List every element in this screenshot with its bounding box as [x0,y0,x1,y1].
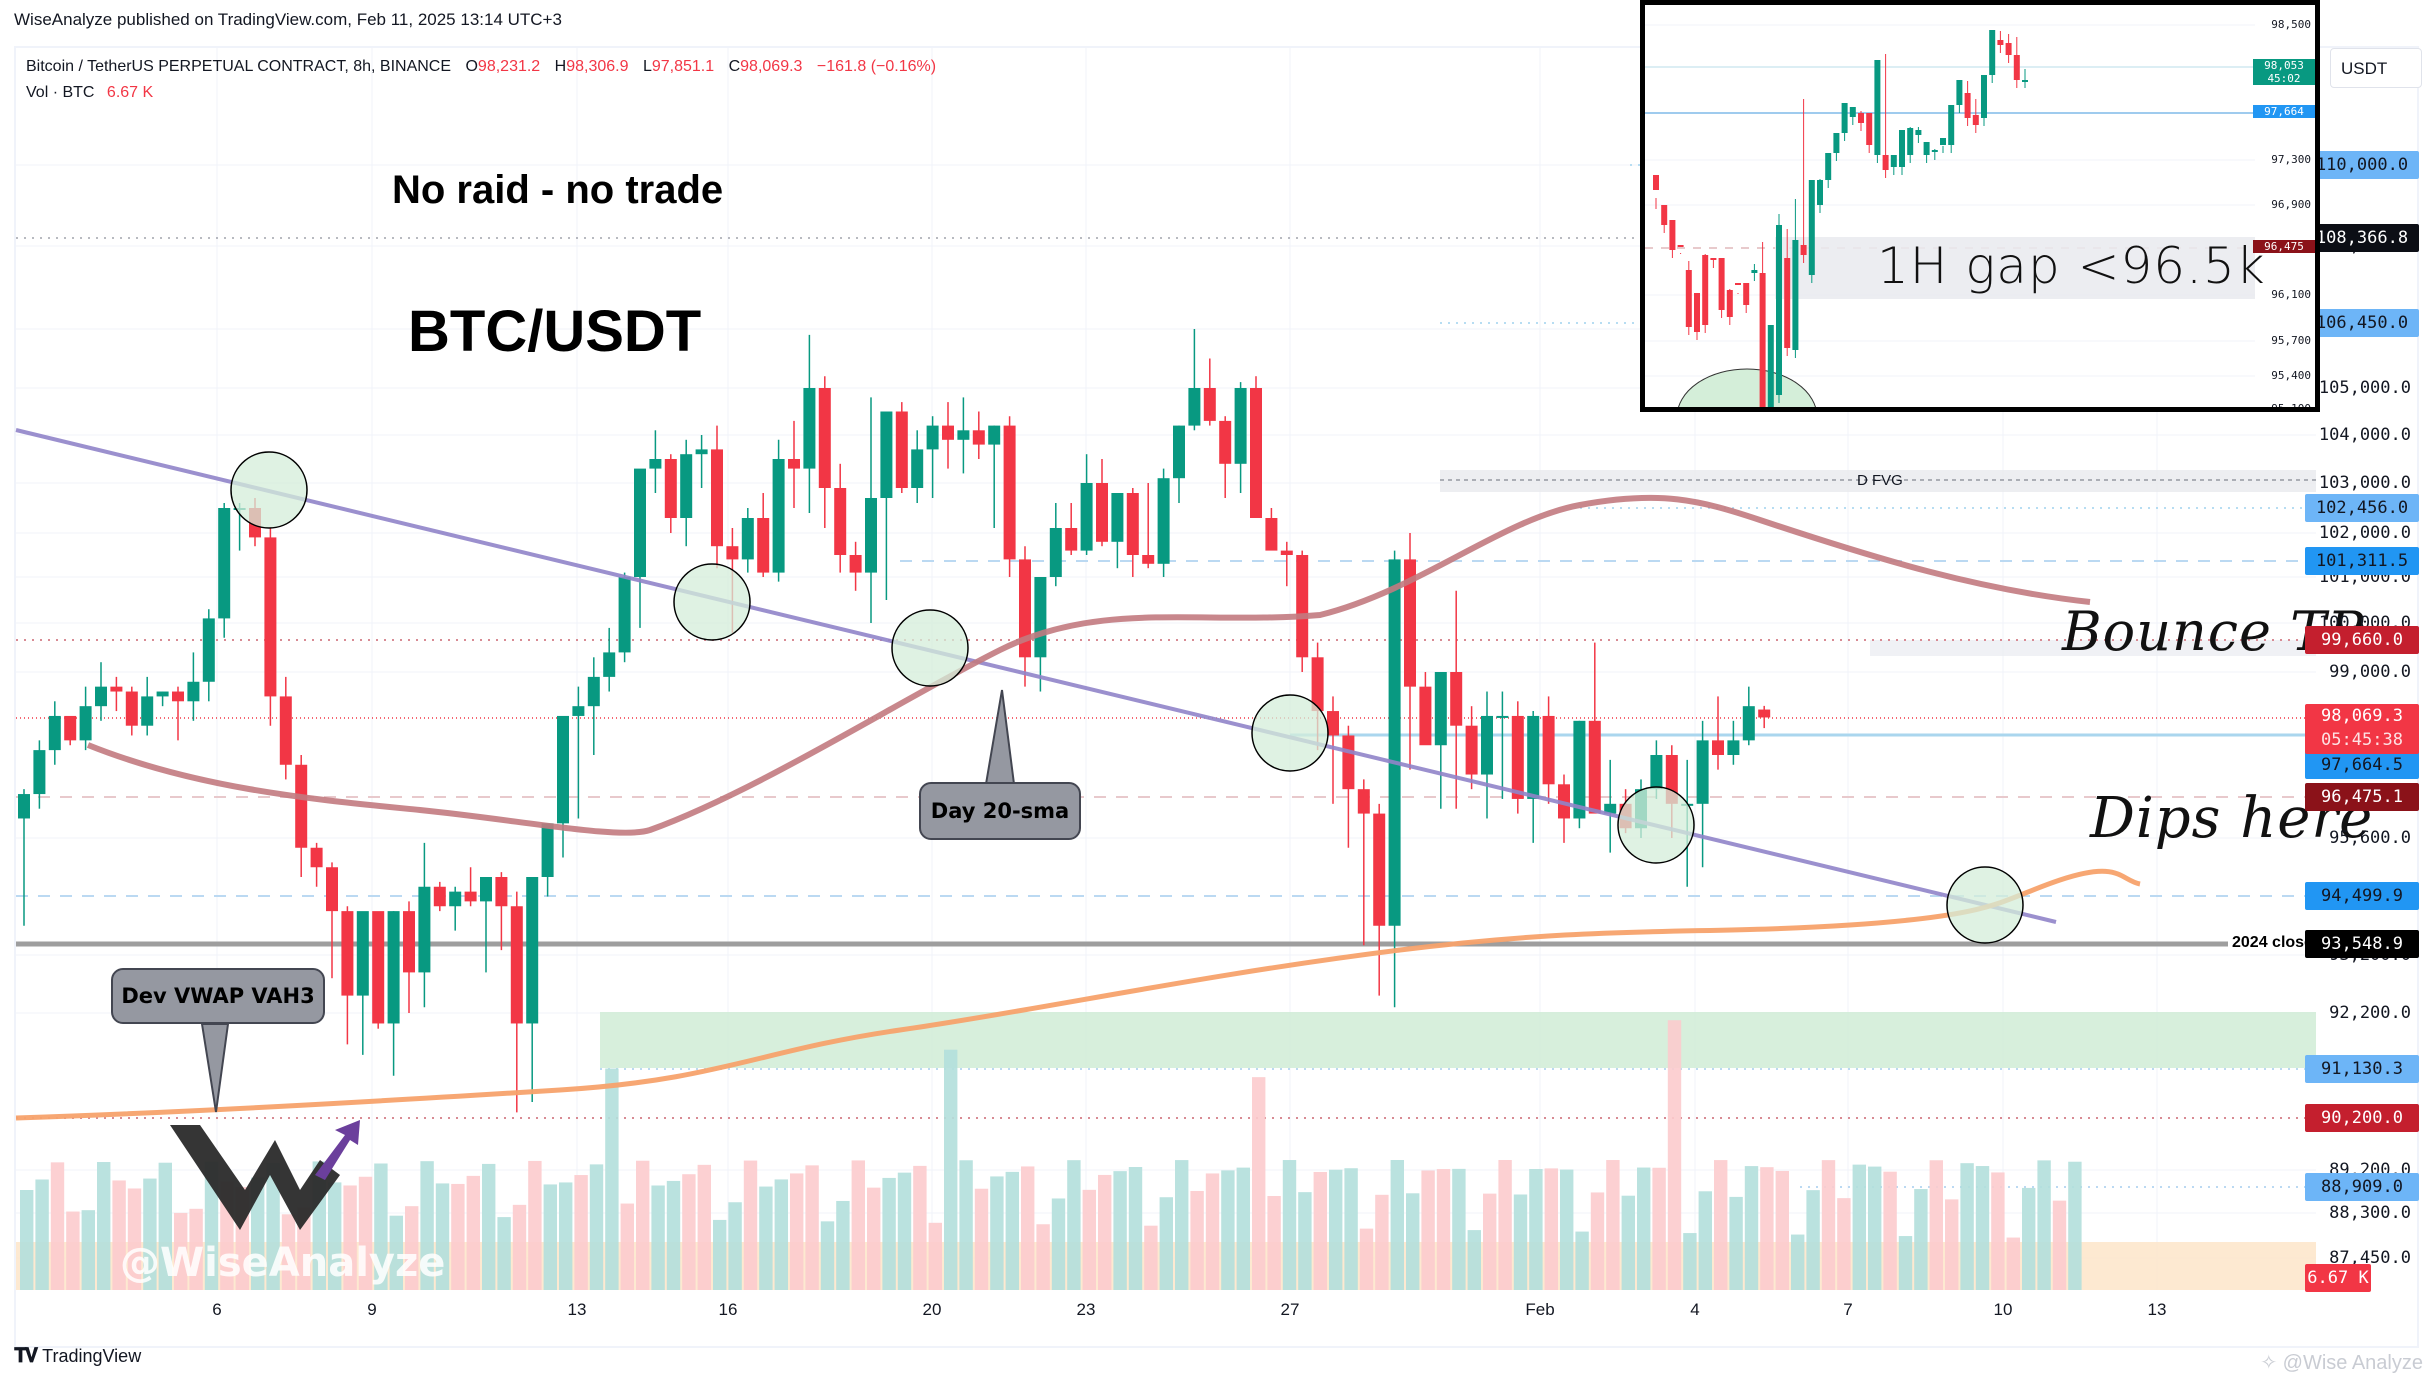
dev-vwap-callout: Dev VWAP VAH3 [111,968,325,1024]
price-level-tag[interactable]: 97,664.5 [2305,751,2419,779]
close-value: 98,069.3 [740,58,803,75]
price-level-tag[interactable]: 88,909.0 [2305,1173,2419,1201]
price-label: 87,450.0 [2329,1248,2411,1268]
time-label: 4 [1690,1300,1700,1319]
symbol-name[interactable]: Bitcoin / TetherUS PERPETUAL CONTRACT, 8… [26,58,452,75]
time-label: Feb [1525,1300,1555,1319]
d-fvg-label: D FVG [1857,472,1903,489]
inset-price-label: 95,100 [2271,402,2311,412]
pair-title-note: BTC/USDT [408,299,702,364]
time-label: 10 [1993,1300,2013,1319]
time-label: 6 [212,1300,222,1319]
tv-watermark-icon: ✧ [2260,1352,2278,1374]
price-level-tag[interactable]: 91,130.3 [2305,1055,2419,1083]
currency-selector[interactable]: USDT [2330,48,2422,88]
inset-gap-note: 1H gap <96.5k [1877,237,2266,295]
price-label: 102,000.0 [2318,523,2411,543]
low-key: L [642,58,652,75]
price-level-tag[interactable]: 99,660.0 [2305,626,2419,654]
wiseanalyze-watermark: @WiseAnalyze [120,1240,446,1286]
inset-price-label: 96,100 [2271,288,2311,301]
inset-price-label: 95,700 [2271,334,2311,347]
price-label: 95,600.0 [2329,828,2411,848]
close-key: C [728,58,741,75]
price-label: 99,000.0 [2329,662,2411,682]
time-label: 7 [1843,1300,1853,1319]
bar-countdown: 05:45:38 [2321,730,2403,750]
symbol-legend: Bitcoin / TetherUS PERPETUAL CONTRACT, 8… [26,54,936,106]
chart-frame[interactable] [14,46,2419,1348]
inset-price-tag: 98,053 45:02 [2253,59,2315,85]
price-level-tag[interactable]: 96,475.1 [2305,783,2419,811]
inset-canvas [1645,24,2255,407]
price-level-tag[interactable]: 102,456.0 [2305,494,2419,522]
price-label: 92,200.0 [2329,1003,2411,1023]
open-value: 98,231.2 [477,58,541,75]
no-raid-note: No raid - no trade [392,168,724,212]
high-value: 98,306.9 [566,58,629,75]
change-value: −161.8 (−0.16%) [816,58,937,75]
inset-1h-chart: 1H gap <96.5k 98,500 97,300 96,900 96,100 95… [1640,0,2320,412]
inset-price-label: 97,300 [2271,153,2311,166]
close-2024-label: 2024 close [2228,934,2317,952]
price-level-tag[interactable]: 108,366.8 [2305,224,2419,252]
time-label: 13 [2147,1300,2167,1319]
price-label: 103,000.0 [2318,473,2411,493]
price-label: 104,000.0 [2318,425,2411,445]
footer-watermark-text: @Wise Analyze [2282,1352,2423,1374]
volume-tag: 6.67 K [2305,1264,2371,1292]
volume-label[interactable]: Vol · BTC [26,84,95,101]
tradingview-logo-icon: 𝐓𝐕 [14,1345,38,1367]
low-value: 97,851.1 [651,58,715,75]
inset-price-label: 98,500 [2271,18,2311,31]
time-label: 27 [1280,1300,1300,1319]
last-price-tag[interactable]: 98,069.3 05:45:38 [2305,704,2419,754]
time-label: 13 [567,1300,587,1319]
time-label: 20 [922,1300,942,1319]
time-label: 9 [367,1300,377,1319]
price-label: 105,000.0 [2318,378,2411,398]
footer-watermark: ✧ @Wise Analyze [2260,1350,2423,1375]
price-level-tag[interactable]: 90,200.0 [2305,1104,2419,1132]
publish-info: WiseAnalyze published on TradingView.com… [14,10,562,29]
day-sma-callout: Day 20-sma [919,782,1081,840]
tradingview-brand[interactable]: 𝐓𝐕 TradingView [14,1345,141,1368]
price-level-tag[interactable]: 101,311.5 [2305,547,2419,575]
price-label: 88,300.0 [2329,1203,2411,1223]
volume-row: Vol · BTC 6.67 K [26,80,936,106]
price-level-tag[interactable]: 94,499.9 [2305,882,2419,910]
price-level-tag[interactable]: 110,000.0 [2305,151,2419,179]
brand-text: TradingView [42,1346,142,1366]
time-label: 23 [1076,1300,1096,1319]
volume-value: 6.67 K [106,84,154,101]
inset-price-label: 96,900 [2271,198,2311,211]
price-level-tag[interactable]: 106,450.0 [2305,309,2419,337]
open-key: O [465,58,478,75]
price-level-tag[interactable]: 93,548.9 [2305,930,2419,958]
last-price-value: 98,069.3 [2321,706,2403,726]
inset-price-tag: 97,664 [2253,105,2315,118]
ohlc-row: Bitcoin / TetherUS PERPETUAL CONTRACT, 8… [26,54,936,80]
time-label: 16 [718,1300,738,1319]
inset-price-tag: 96,475 [2253,240,2315,253]
high-key: H [554,58,567,75]
inset-price-label: 95,400 [2271,369,2311,382]
